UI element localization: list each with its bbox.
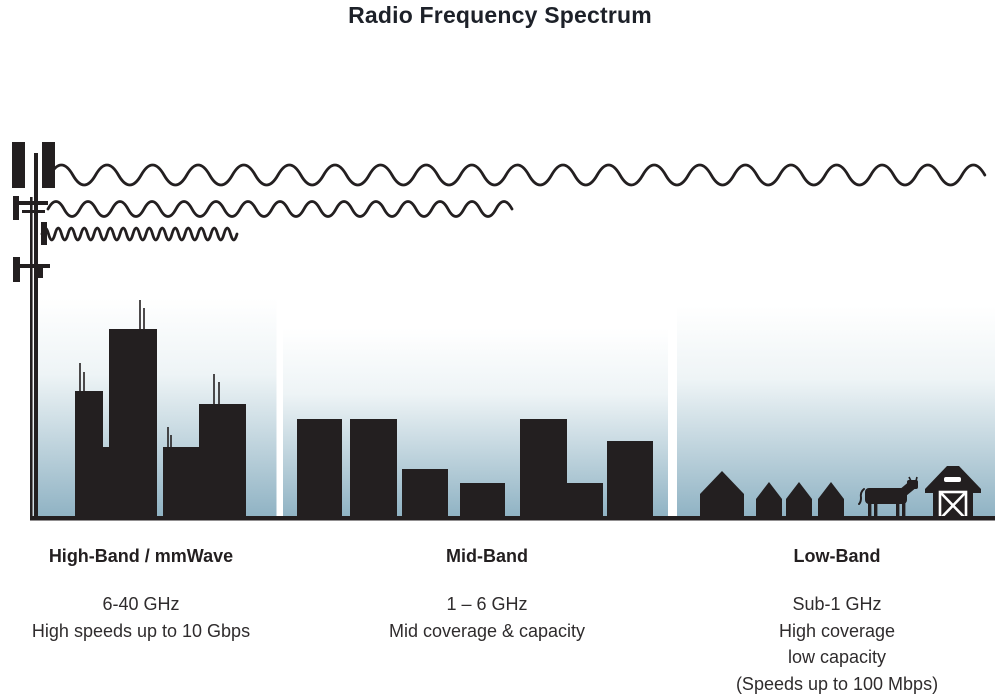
band-heading: Mid-Band: [446, 546, 528, 566]
band-description: Mid coverage & capacity: [388, 620, 586, 641]
city-skyline-icon: [75, 300, 246, 516]
medium-wavelength-wave-icon: [46, 200, 514, 218]
house-icon: [700, 471, 744, 516]
band-frequency: Sub-1 GHz: [792, 594, 882, 614]
cow-icon: [858, 476, 918, 517]
ground-line: [30, 516, 995, 521]
house-icon: [786, 482, 812, 516]
rural-scene: [700, 466, 981, 521]
high-band-label: High-Band / mmWave 6-40 GHz High speeds …: [16, 546, 266, 644]
band-heading: Low-Band: [793, 546, 881, 566]
band-description: low capacity: [787, 647, 887, 667]
band-frequency: 1 – 6 GHz: [446, 594, 528, 614]
midband-buildings-icon: [297, 419, 653, 516]
rooftop-antennas: [79, 300, 220, 447]
mid-band-label: Mid-Band 1 – 6 GHz Mid coverage & capaci…: [362, 546, 612, 644]
cell-tower-icon: [12, 142, 55, 520]
band-description: (Speeds up to 100 Mbps): [735, 673, 939, 694]
house-icon: [756, 482, 782, 516]
barn-icon: [925, 466, 981, 521]
short-wavelength-wave-icon: [40, 226, 239, 242]
page-title: Radio Frequency Spectrum: [348, 2, 652, 28]
long-wavelength-wave-icon: [48, 163, 987, 187]
spectrum-illustration: [12, 142, 995, 521]
hayloft-window: [944, 477, 961, 482]
band-heading: High-Band / mmWave: [48, 546, 234, 566]
low-band-label: Low-Band Sub-1 GHz High coverage low cap…: [712, 546, 962, 697]
radio-waves: [40, 163, 987, 242]
band-frequency: 6-40 GHz: [102, 594, 180, 614]
house-icon: [818, 482, 844, 516]
band-description: High coverage: [778, 620, 896, 641]
band-description: High speeds up to 10 Gbps: [31, 620, 251, 641]
